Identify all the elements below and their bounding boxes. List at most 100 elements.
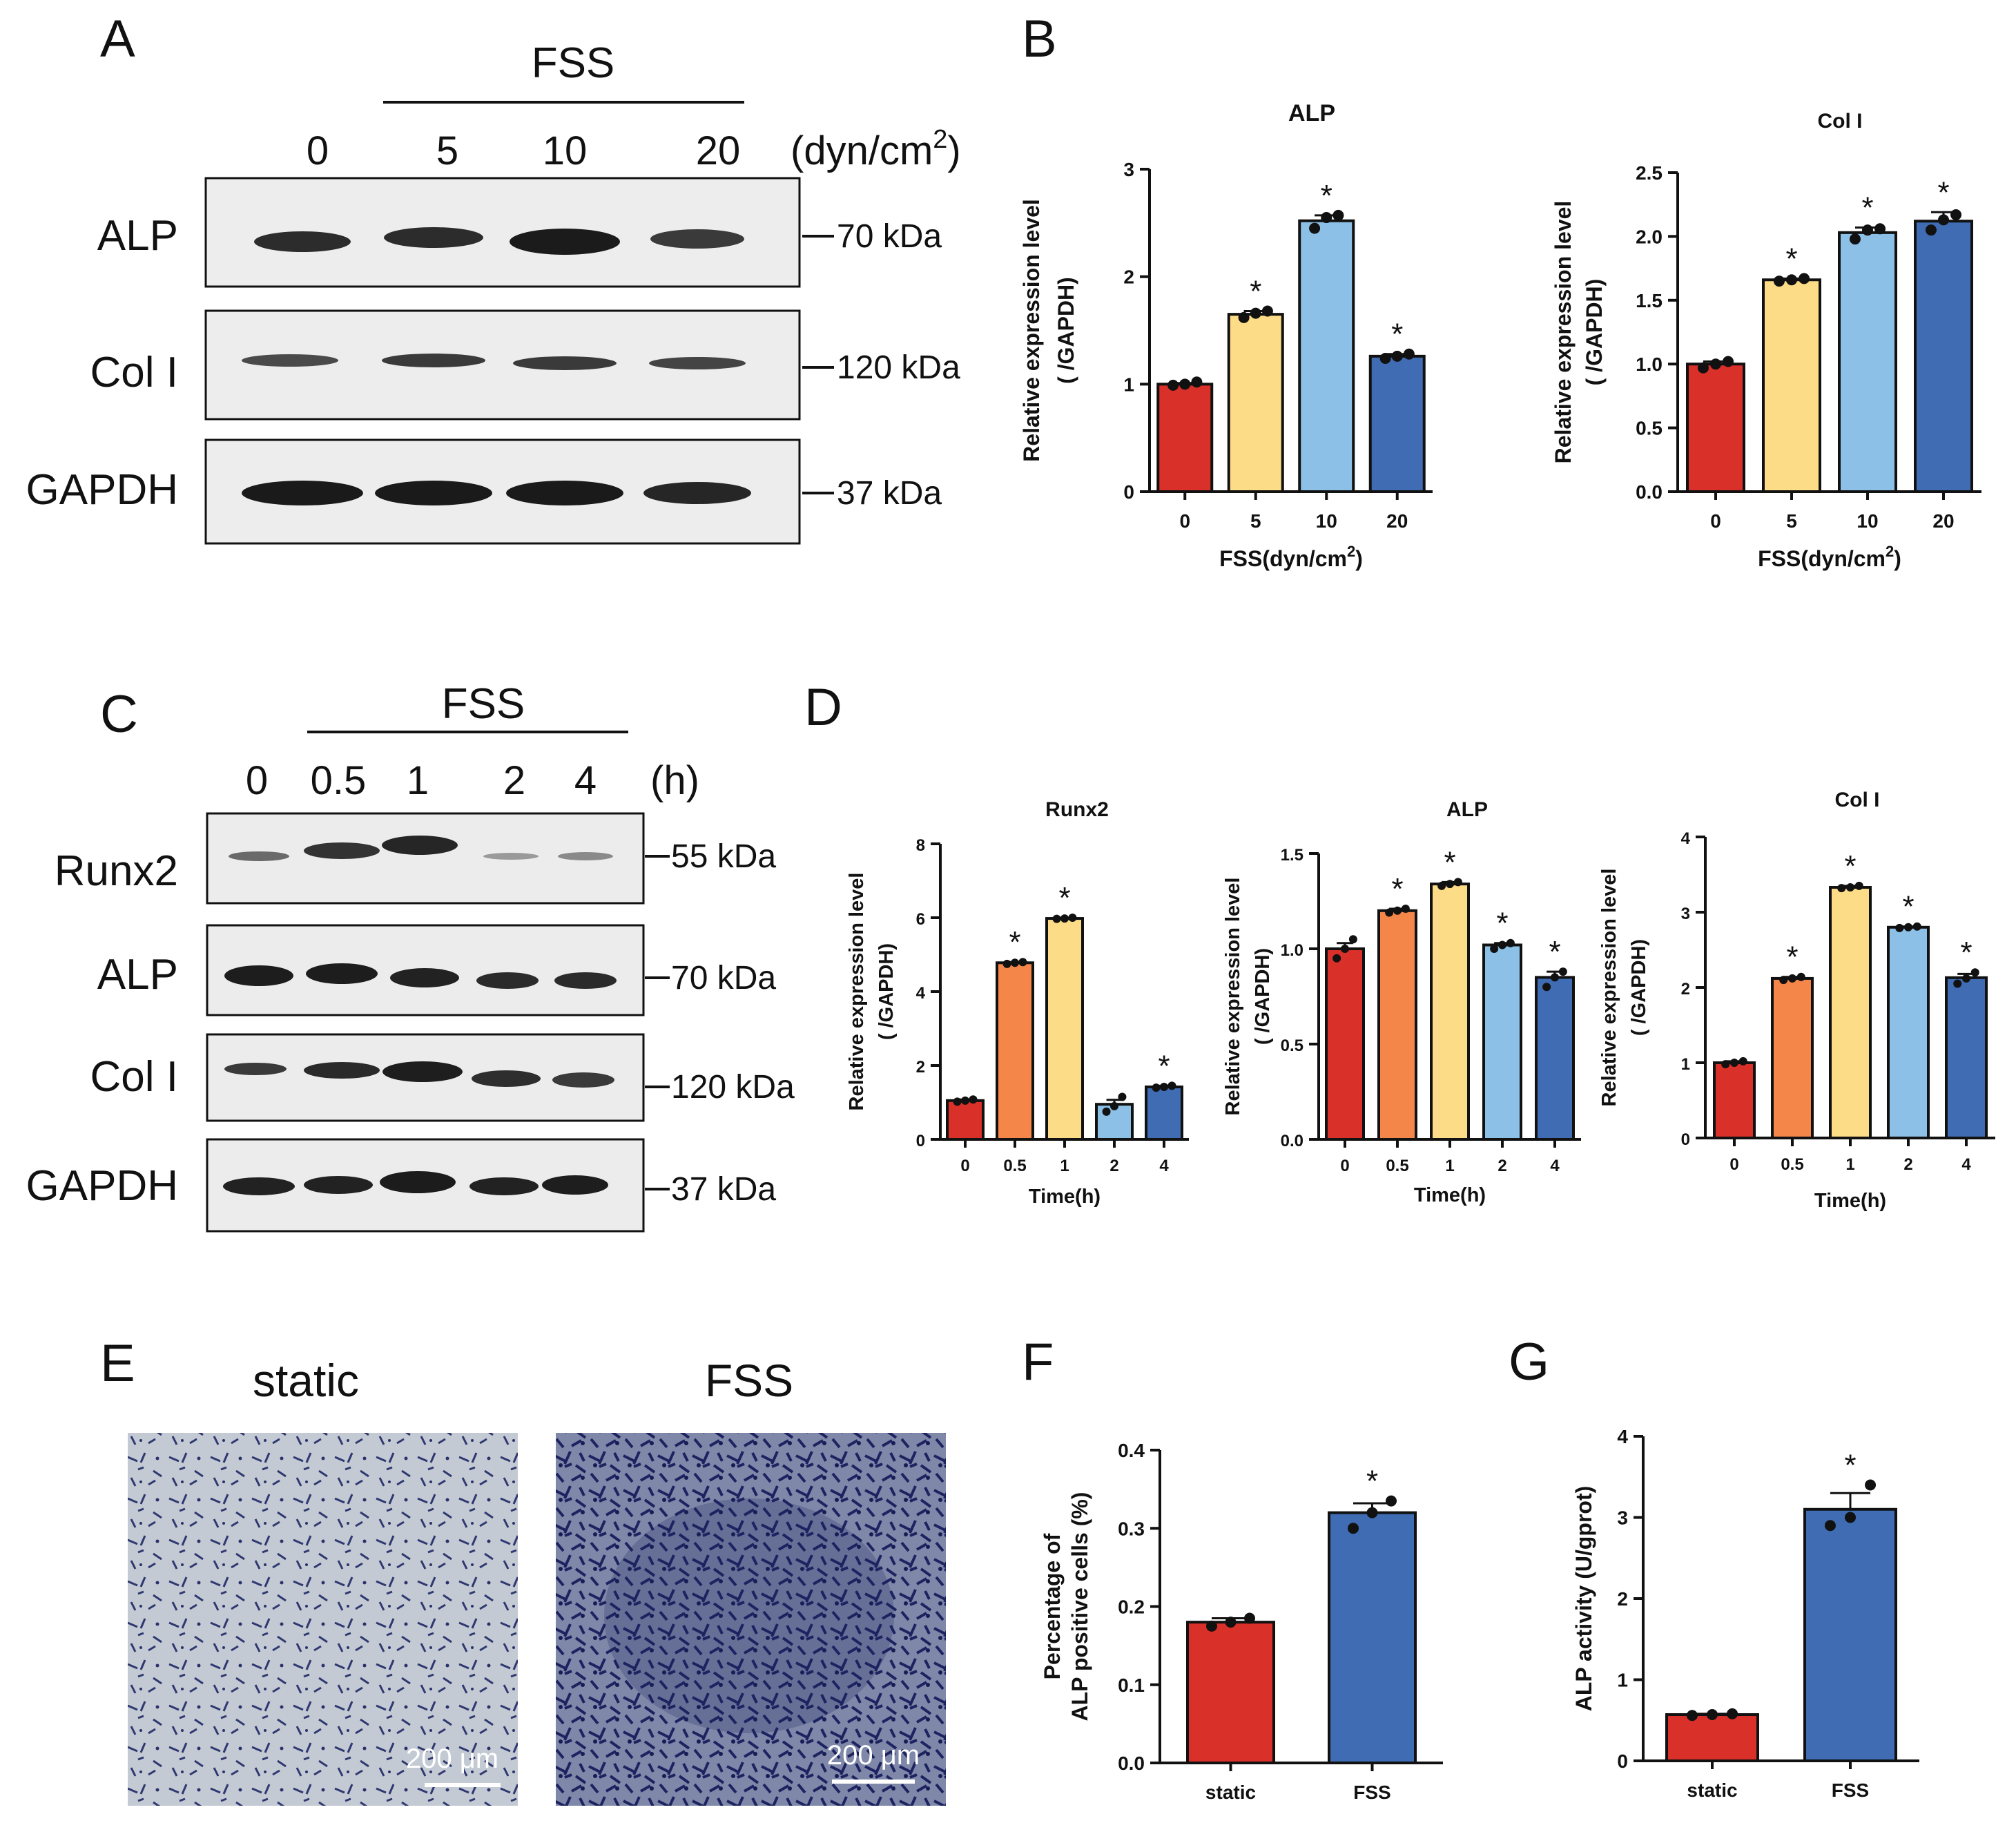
- data-point: [1332, 209, 1344, 221]
- y-axis-label: Percentage of: [1040, 1533, 1065, 1679]
- data-point: [1332, 954, 1341, 963]
- data-point: [1697, 362, 1709, 374]
- x-tick-label: 1: [1445, 1157, 1454, 1175]
- band: [382, 354, 485, 367]
- panel-c-unit: (h): [650, 758, 699, 803]
- blot-c-col-mw: 120 kDa: [671, 1069, 795, 1106]
- blot-c-alp-label: ALP: [97, 951, 178, 999]
- data-point: [1160, 1083, 1168, 1092]
- y-tick-label: 3: [1681, 905, 1690, 923]
- blot-c-alp-mw: 70 kDa: [671, 960, 776, 996]
- data-point: [1953, 979, 1962, 988]
- blot-c-gapdh-mw: 37 kDa: [671, 1171, 776, 1208]
- band: [643, 482, 751, 504]
- panel-c-lane-1: 0.5: [311, 758, 367, 803]
- data-point: [1846, 883, 1854, 892]
- y-tick-label: 0.5: [1636, 418, 1663, 439]
- data-point: [1796, 972, 1805, 981]
- data-point: [1506, 938, 1515, 947]
- data-point: [1261, 305, 1273, 317]
- alp-stain-image-static: [128, 1433, 518, 1806]
- data-point: [1710, 358, 1721, 370]
- band: [469, 1177, 539, 1195]
- data-point: [1206, 1620, 1217, 1632]
- y-axis-label: ALP activity (U/gprot): [1571, 1486, 1596, 1712]
- y-axis-label: Relative expression level: [1019, 199, 1044, 462]
- data-point: [1391, 350, 1403, 362]
- bar: [1838, 231, 1897, 493]
- chart-f-alp-positive: 0.0 0.1 0.2 0.3 0.4 static * FSS Percentage of AL…: [1040, 1440, 1443, 1803]
- x-axis-label: Time(h): [1414, 1184, 1486, 1206]
- bar: [1771, 976, 1814, 1140]
- band: [304, 842, 380, 859]
- blot-c-runx2-mw: 55 kDa: [671, 838, 776, 875]
- y-tick-label: 6: [916, 910, 925, 929]
- data-point: [1686, 1710, 1698, 1721]
- data-point: [1453, 878, 1462, 887]
- x-axis-label: Time(h): [1814, 1190, 1886, 1212]
- significance-star: *: [1444, 845, 1455, 879]
- significance-star: *: [1391, 872, 1403, 906]
- band: [554, 972, 617, 989]
- x-tick-label: 10: [1316, 510, 1337, 532]
- data-point: [1401, 905, 1410, 914]
- data-point: [1865, 1479, 1877, 1491]
- data-point: [1721, 1060, 1730, 1069]
- data-point: [1110, 1101, 1118, 1110]
- bar: [1829, 886, 1872, 1140]
- panel-e-letter: E: [100, 1334, 135, 1393]
- x-tick-label: 0: [960, 1157, 969, 1175]
- bar: [1762, 278, 1821, 493]
- band: [483, 853, 539, 860]
- data-point: [1727, 1708, 1738, 1719]
- band: [224, 965, 293, 986]
- y-axis-label-2: ( /GAPDH): [1628, 939, 1650, 1036]
- significance-star: *: [1844, 1449, 1856, 1483]
- blot-a-col-label: Col I: [90, 349, 178, 396]
- band: [513, 356, 617, 370]
- data-point: [1950, 209, 1962, 220]
- chart-title: Runx2: [1045, 798, 1109, 821]
- data-point: [1321, 212, 1332, 224]
- data-point: [1366, 1507, 1378, 1518]
- data-point: [1385, 908, 1394, 917]
- blot-a-alp-label: ALP: [97, 212, 178, 260]
- data-point: [1962, 974, 1970, 983]
- y-tick-label: 0.4: [1118, 1440, 1145, 1461]
- significance-star: *: [1844, 849, 1856, 883]
- scalebar-label-static: 200 μm: [406, 1744, 498, 1774]
- data-point: [1341, 945, 1349, 953]
- data-point: [1707, 1709, 1718, 1721]
- y-axis-label-2: ALP positive cells (%): [1067, 1492, 1092, 1721]
- y-tick-label: 1.5: [1636, 290, 1663, 311]
- y-tick-label: 0.0: [1281, 1132, 1303, 1150]
- chart-title: ALP: [1446, 798, 1488, 821]
- chart-title: Col I: [1818, 110, 1863, 133]
- data-point: [1179, 378, 1191, 390]
- blot-a-gapdh-mw: 37 kDa: [837, 475, 942, 512]
- data-point: [1773, 276, 1785, 287]
- data-point: [1786, 274, 1797, 286]
- x-tick-label: 2: [1903, 1155, 1912, 1174]
- significance-star: *: [1496, 907, 1508, 941]
- x-tick-label: 2: [1498, 1157, 1506, 1175]
- data-point: [1060, 914, 1069, 923]
- y-tick-label: 0: [1617, 1750, 1628, 1772]
- y-tick-label: 0.5: [1281, 1036, 1303, 1055]
- bar: [1914, 220, 1973, 493]
- bar: [1156, 383, 1214, 493]
- data-point: [1225, 1617, 1237, 1628]
- y-tick-label: 8: [916, 836, 925, 855]
- y-tick-label: 0.1: [1118, 1675, 1145, 1696]
- blot-a-col-mw: 120 kDa: [837, 349, 960, 386]
- data-point: [1874, 223, 1886, 235]
- data-point: [1152, 1083, 1161, 1092]
- y-tick-label: 0.0: [1118, 1753, 1145, 1774]
- band: [510, 229, 620, 255]
- y-tick-label: 2: [1617, 1588, 1628, 1610]
- band: [472, 1070, 541, 1087]
- x-tick-label: 20: [1386, 510, 1408, 532]
- panel-a-lane-3: 20: [696, 128, 741, 173]
- data-point: [1446, 880, 1454, 889]
